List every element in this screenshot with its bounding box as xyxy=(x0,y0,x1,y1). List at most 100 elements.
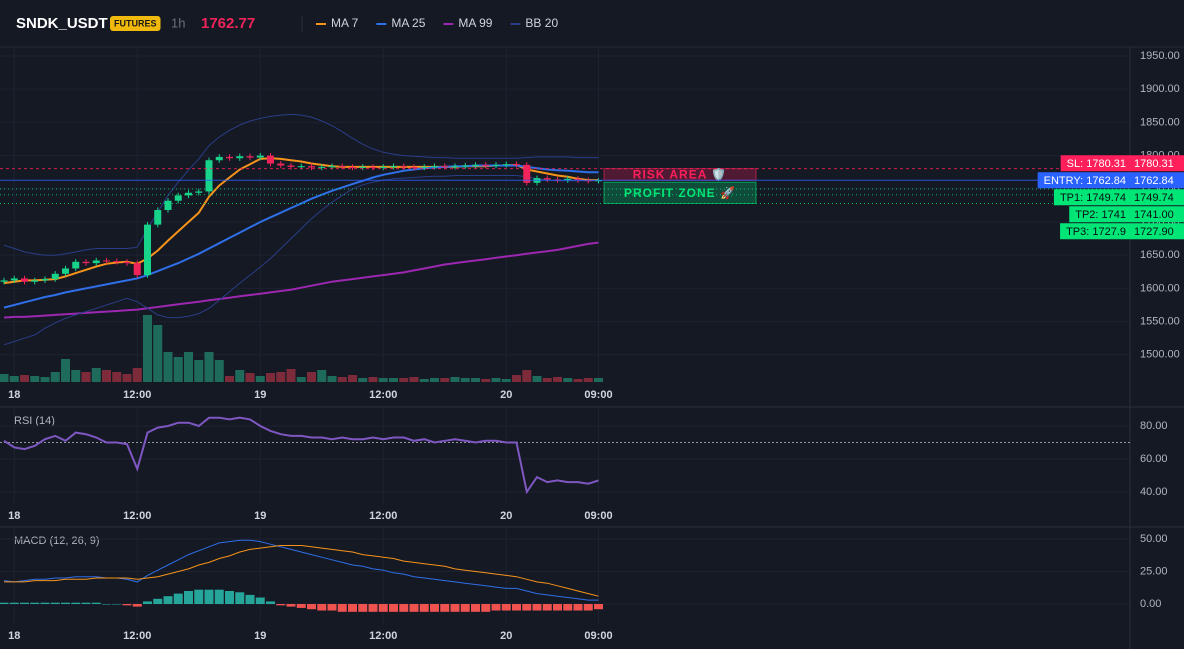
candle-body xyxy=(0,280,8,282)
candle-body xyxy=(10,278,18,281)
histogram-bar xyxy=(0,602,9,605)
candle-body xyxy=(195,191,203,193)
candle-body xyxy=(523,164,531,183)
volume-bar xyxy=(0,374,9,382)
symbol[interactable]: SNDK_USDT xyxy=(16,15,108,32)
x-tick-label: 09:00 xyxy=(584,630,612,642)
volume-bar xyxy=(286,369,296,382)
volume-bar xyxy=(358,378,368,382)
candle-body xyxy=(164,200,172,211)
legend-label: MA 25 xyxy=(391,16,425,30)
histogram-bar xyxy=(327,604,337,611)
histogram-bar xyxy=(81,602,91,605)
badge-background xyxy=(110,16,161,31)
macd-line xyxy=(4,545,599,597)
candle-body xyxy=(267,155,274,164)
candle-body xyxy=(595,180,602,182)
candle-body xyxy=(236,156,244,159)
volume-bar xyxy=(122,374,132,382)
x-tick-label: 19 xyxy=(254,510,266,522)
histogram-bar xyxy=(430,604,439,612)
candle-body xyxy=(297,166,305,168)
legend-label: MA 7 xyxy=(331,16,359,30)
candle-body xyxy=(246,156,254,158)
volume-bar xyxy=(71,370,81,382)
histogram-bar xyxy=(532,604,542,611)
volume-bar xyxy=(276,372,286,382)
candle-body xyxy=(543,178,551,180)
volume-bar xyxy=(583,378,593,382)
histogram-bar xyxy=(9,602,19,605)
level-tag-label: SL: 1780.31 xyxy=(1067,158,1126,170)
legend-label: MA 99 xyxy=(458,16,492,30)
volume-bar xyxy=(307,372,316,382)
panel-title: RSI (14) xyxy=(14,415,55,427)
candle-body xyxy=(41,279,49,281)
histogram-bar xyxy=(563,604,573,611)
candle-body xyxy=(390,166,397,168)
histogram-bar xyxy=(163,596,173,605)
volume-bar xyxy=(389,378,398,382)
volume-bar xyxy=(337,377,347,382)
histogram-bar xyxy=(40,602,50,605)
indicator-line xyxy=(3,113,599,256)
candle-body xyxy=(72,261,80,269)
level-tag-label: TP3: 1727.9 xyxy=(1066,226,1126,238)
x-tick-label: 19 xyxy=(254,630,266,642)
volume-bar xyxy=(440,378,450,382)
volume-bar xyxy=(20,375,29,382)
candle-body xyxy=(205,160,213,192)
candle-body xyxy=(461,165,469,167)
histogram-bar xyxy=(512,604,521,611)
candle-body xyxy=(185,192,192,196)
candle-body xyxy=(369,166,377,168)
histogram-bar xyxy=(450,604,460,612)
last-price: 1762.77 xyxy=(201,15,255,32)
indicator-line xyxy=(3,175,599,346)
histogram-bar xyxy=(102,604,111,605)
interval[interactable]: 1h xyxy=(171,15,185,30)
level-tag xyxy=(1060,155,1130,172)
price-tag-value: 1741.00 xyxy=(1134,209,1174,221)
price-tag-value: 1780.31 xyxy=(1134,158,1174,170)
histogram-bar xyxy=(194,589,204,605)
y-tick-label: 1600.00 xyxy=(1140,282,1180,294)
candle-body xyxy=(482,164,490,166)
histogram-bar xyxy=(235,592,245,605)
candle-body xyxy=(451,166,459,168)
x-tick-label: 18 xyxy=(8,630,20,642)
volume-bar xyxy=(132,368,142,382)
histogram-bar xyxy=(368,604,378,612)
y-tick-label: 60.00 xyxy=(1140,453,1168,465)
candle-body xyxy=(379,166,387,168)
volume-bar xyxy=(532,376,542,382)
x-tick-label: 12:00 xyxy=(123,630,151,642)
level-tag xyxy=(1060,223,1130,240)
candle-body xyxy=(328,166,336,168)
histogram-bar xyxy=(91,602,101,605)
x-tick-label: 20 xyxy=(500,630,512,642)
volume-bar xyxy=(378,378,388,382)
histogram-bar xyxy=(214,589,224,605)
candle-body xyxy=(513,164,520,166)
histogram-bar xyxy=(307,604,316,610)
candle-body xyxy=(62,268,69,274)
histogram-bar xyxy=(348,604,357,612)
x-tick-label: 18 xyxy=(8,510,20,522)
x-tick-label: 12:00 xyxy=(369,389,397,401)
candle-body xyxy=(215,156,223,161)
histogram-bar xyxy=(20,602,29,605)
histogram-bar xyxy=(173,593,183,605)
histogram-bar xyxy=(132,604,142,607)
candle-body xyxy=(492,164,500,166)
candle-body xyxy=(308,166,315,168)
histogram-bar xyxy=(296,604,306,608)
candle-body xyxy=(123,261,131,264)
volume-bar xyxy=(563,378,573,382)
volume-bar xyxy=(317,370,327,382)
y-tick-label: 25.00 xyxy=(1140,565,1168,577)
volume-bar xyxy=(553,377,562,382)
rsi-line xyxy=(3,416,599,495)
candle-body xyxy=(133,263,141,276)
